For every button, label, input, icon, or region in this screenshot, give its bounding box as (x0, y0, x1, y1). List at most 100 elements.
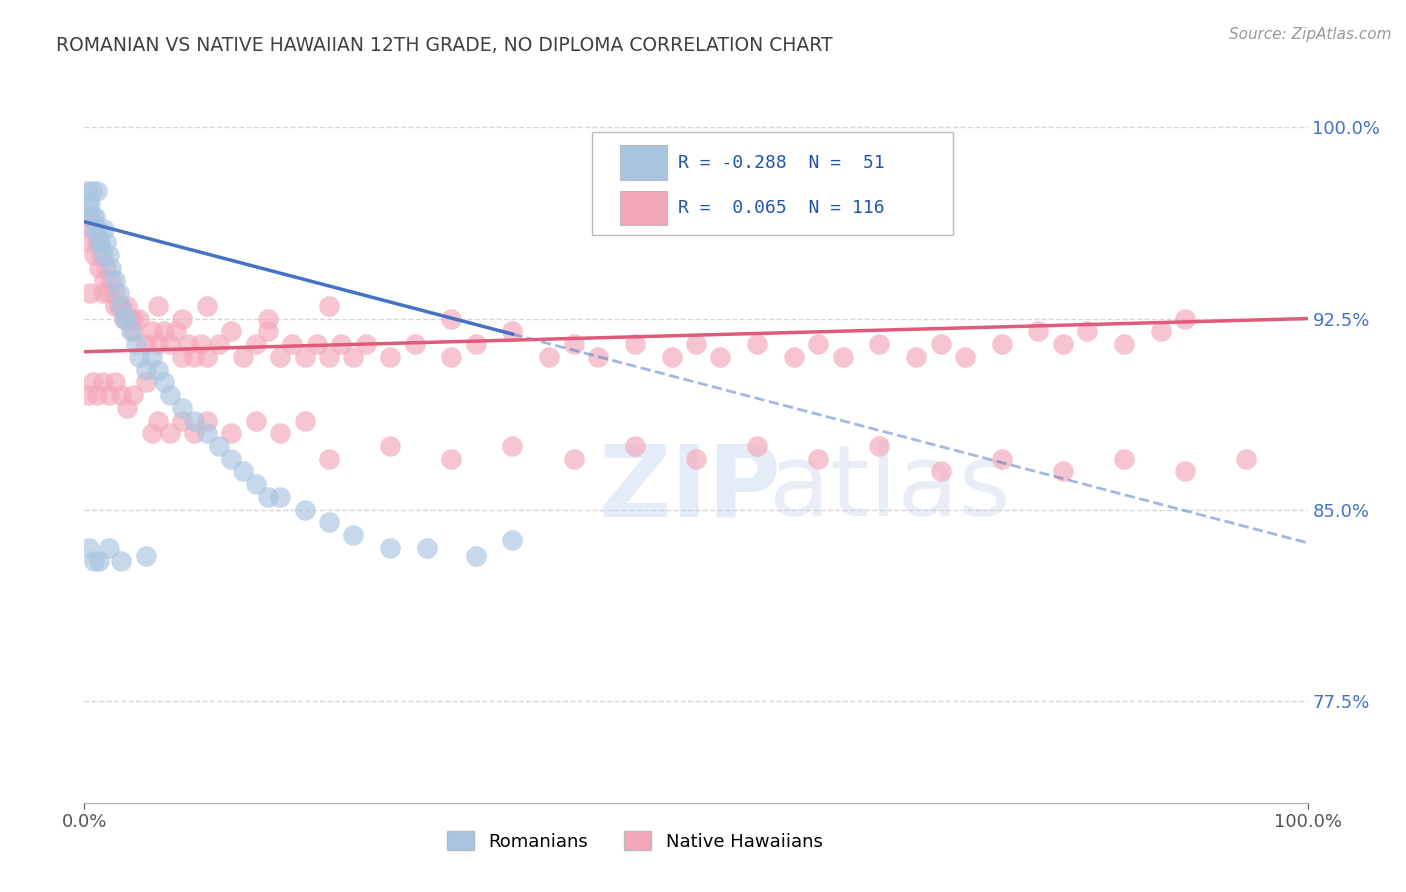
Point (1028, 324, 1050, 338)
Point (177, 337, 200, 351)
Point (219, 324, 242, 338)
Point (502, 533, 524, 548)
Point (87, 554, 110, 568)
Point (269, 350, 291, 364)
Point (624, 337, 647, 351)
Point (190, 337, 212, 351)
Point (257, 324, 280, 338)
Point (100, 273, 122, 287)
Point (79, 286, 101, 301)
Point (1114, 337, 1136, 351)
Point (953, 350, 976, 364)
Point (110, 299, 132, 313)
Point (440, 451, 463, 466)
Text: ZIP: ZIP (598, 441, 780, 537)
Point (96, 260, 118, 275)
Point (685, 337, 707, 351)
Point (115, 299, 138, 313)
Point (112, 311, 135, 326)
Point (104, 299, 127, 313)
Point (153, 376, 176, 390)
Point (76, 235, 98, 249)
Point (141, 324, 163, 338)
Point (83, 248, 105, 262)
Point (141, 350, 163, 364)
Point (87, 222, 110, 236)
Point (869, 337, 891, 351)
Point (380, 350, 402, 364)
Point (380, 541, 402, 555)
Point (219, 426, 242, 441)
Point (807, 451, 830, 466)
Point (120, 311, 142, 326)
Point (232, 465, 254, 479)
Point (122, 311, 145, 326)
Point (1052, 337, 1074, 351)
Point (135, 549, 157, 563)
Point (125, 337, 148, 351)
Text: ROMANIAN VS NATIVE HAWAIIAN 12TH GRADE, NO DIPLOMA CORRELATION CHART: ROMANIAN VS NATIVE HAWAIIAN 12TH GRADE, … (56, 36, 832, 54)
Point (991, 451, 1014, 466)
Point (110, 299, 132, 313)
Point (195, 299, 218, 313)
Point (115, 311, 138, 326)
Point (747, 439, 769, 453)
Point (747, 337, 769, 351)
Point (1174, 311, 1197, 326)
Point (115, 401, 138, 415)
Point (141, 426, 163, 441)
Point (96, 235, 118, 249)
Point (76, 184, 98, 198)
Point (122, 388, 145, 402)
Point (831, 350, 853, 364)
Point (135, 337, 157, 351)
Point (83, 222, 105, 236)
Point (257, 311, 280, 326)
Point (318, 299, 340, 313)
Point (107, 286, 129, 301)
Point (440, 350, 463, 364)
Point (97, 541, 120, 555)
Point (159, 388, 181, 402)
Point (97, 248, 120, 262)
Point (80, 222, 103, 236)
Point (1150, 324, 1173, 338)
Point (172, 401, 194, 415)
Point (929, 337, 952, 351)
Point (562, 337, 585, 351)
Point (86, 184, 108, 198)
Point (120, 324, 142, 338)
Point (208, 439, 231, 453)
Point (342, 350, 364, 364)
Point (104, 376, 127, 390)
Text: atlas: atlas (769, 441, 1011, 537)
Point (502, 439, 524, 453)
Point (77, 388, 100, 402)
Point (269, 426, 291, 441)
Point (89, 235, 111, 249)
Point (294, 413, 316, 427)
Point (1236, 451, 1258, 466)
Point (91, 248, 114, 262)
Point (91, 376, 114, 390)
Point (97, 286, 120, 301)
Point (464, 337, 486, 351)
Point (112, 311, 135, 326)
Point (83, 554, 105, 568)
Point (90, 248, 112, 262)
Point (128, 311, 150, 326)
Point (135, 362, 157, 376)
Point (183, 350, 205, 364)
Legend: Romanians, Native Hawaiians: Romanians, Native Hawaiians (440, 824, 830, 858)
Point (294, 350, 316, 364)
Point (562, 451, 585, 466)
Point (87, 235, 110, 249)
Point (991, 337, 1014, 351)
Point (1114, 451, 1136, 466)
Point (440, 311, 463, 326)
Point (172, 311, 194, 326)
Point (153, 324, 176, 338)
Point (77, 197, 100, 211)
Point (318, 516, 340, 530)
Point (146, 337, 169, 351)
